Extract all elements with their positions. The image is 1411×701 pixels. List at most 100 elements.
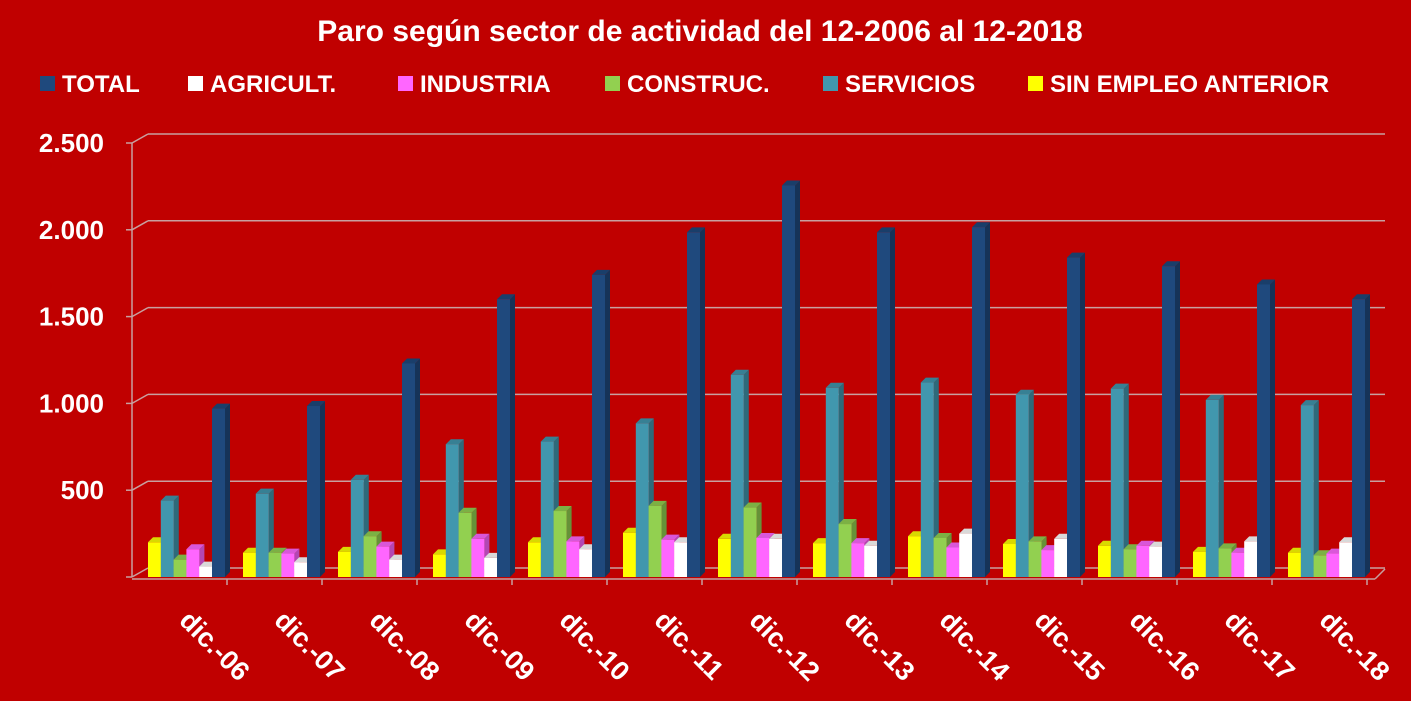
bar-front [933, 537, 947, 577]
bar-top [635, 418, 654, 424]
legend-label: CONSTRUC. [627, 71, 770, 98]
bar-top [307, 401, 325, 407]
bar-side [605, 269, 610, 577]
bar-front [1257, 284, 1270, 577]
bar-front [1326, 553, 1340, 577]
legend-swatch [398, 76, 413, 91]
bar-side [1175, 261, 1180, 577]
bar-front [687, 232, 700, 578]
bar-front [864, 545, 878, 577]
x-tick-label: dic.-13 [839, 605, 921, 687]
bar-front [445, 444, 459, 577]
bar-front [623, 532, 636, 577]
bar [687, 227, 705, 578]
bar-top [851, 538, 870, 544]
bar-front [813, 543, 826, 577]
bar-front [484, 557, 498, 577]
bar [1015, 389, 1034, 577]
bar-front [851, 543, 865, 577]
bar-front [635, 423, 649, 577]
legend-label: AGRICULT. [210, 71, 336, 98]
x-tick-label: dic.-09 [459, 605, 541, 687]
bar-front [243, 552, 256, 577]
legend-label: SERVICIOS [845, 71, 975, 98]
bar-front [294, 562, 308, 577]
bar-side [890, 227, 895, 578]
bar-side [795, 180, 800, 578]
bar-front [769, 538, 783, 577]
bar-top [212, 403, 230, 409]
bar-top [877, 227, 895, 233]
bar-front [1339, 542, 1353, 577]
bar-side [225, 403, 230, 577]
bar-front [1231, 552, 1245, 577]
bar-top [1015, 389, 1034, 395]
bar-front [268, 552, 282, 577]
bar [1300, 400, 1319, 577]
bar-front [946, 547, 960, 577]
gridline-diag [131, 220, 149, 231]
bar-front [1352, 299, 1365, 577]
bar-front [1244, 541, 1258, 577]
bar-front [376, 546, 390, 577]
bar-top [1205, 394, 1224, 400]
bar-top [687, 227, 705, 233]
bar-front [1041, 550, 1055, 577]
bar [471, 533, 490, 577]
chart-title: Paro según sector de actividad del 12-20… [317, 15, 1082, 48]
legend-swatch [188, 76, 203, 91]
bar-front [877, 232, 890, 578]
bar-top [920, 377, 939, 383]
x-tick-label: dic.-16 [1124, 605, 1206, 687]
bar-front [212, 408, 225, 577]
bar-front [661, 539, 675, 577]
bar-side [985, 222, 990, 578]
bar [592, 269, 610, 577]
bar-front [255, 493, 269, 577]
gridline-diag [131, 567, 149, 578]
bar-front [908, 536, 921, 577]
x-tick-label: dic.-15 [1029, 605, 1111, 687]
bar-front [959, 533, 973, 577]
bar [186, 544, 205, 577]
bar-top [933, 532, 952, 538]
x-tick-label: dic.-17 [1219, 605, 1301, 687]
bar-front [148, 542, 161, 577]
gridline-diag [131, 480, 149, 491]
bar-front [160, 500, 174, 577]
bar [1162, 261, 1180, 577]
bar [1067, 252, 1085, 578]
bar-front [186, 549, 200, 577]
bar-side [933, 377, 939, 577]
gridline-diag [131, 393, 149, 405]
bar-front [1193, 551, 1206, 577]
bar-front [363, 536, 377, 577]
bar-top [445, 439, 464, 445]
bar-front [579, 549, 593, 577]
bar-front [648, 505, 662, 577]
bar-top [186, 544, 205, 550]
bar-front [838, 524, 852, 577]
bar-top [972, 222, 990, 228]
bar-front [1067, 257, 1080, 577]
bar-side [1365, 294, 1370, 577]
bar-top [566, 536, 585, 542]
x-tick-label: dic.-08 [364, 605, 446, 687]
bar-top [1300, 400, 1319, 406]
bar-top [471, 533, 490, 539]
bar-front [730, 374, 744, 577]
bar-front [1288, 552, 1301, 577]
legend-swatch [823, 76, 838, 91]
bar-top [661, 534, 680, 540]
bar-top [363, 531, 382, 537]
bar-front [1123, 549, 1137, 577]
bar [877, 227, 895, 578]
bar-side [415, 358, 420, 577]
y-tick-label: 500 [61, 475, 104, 505]
gridline-diag [131, 133, 149, 144]
x-axis-labels: dic.-06 dic.-07 dic.-08 dic.-09 dic.-10 dic.-… [174, 605, 1396, 687]
bar-front [1162, 266, 1175, 577]
bar [1257, 279, 1275, 577]
bar-side [510, 294, 515, 577]
bar-front [1110, 388, 1124, 577]
